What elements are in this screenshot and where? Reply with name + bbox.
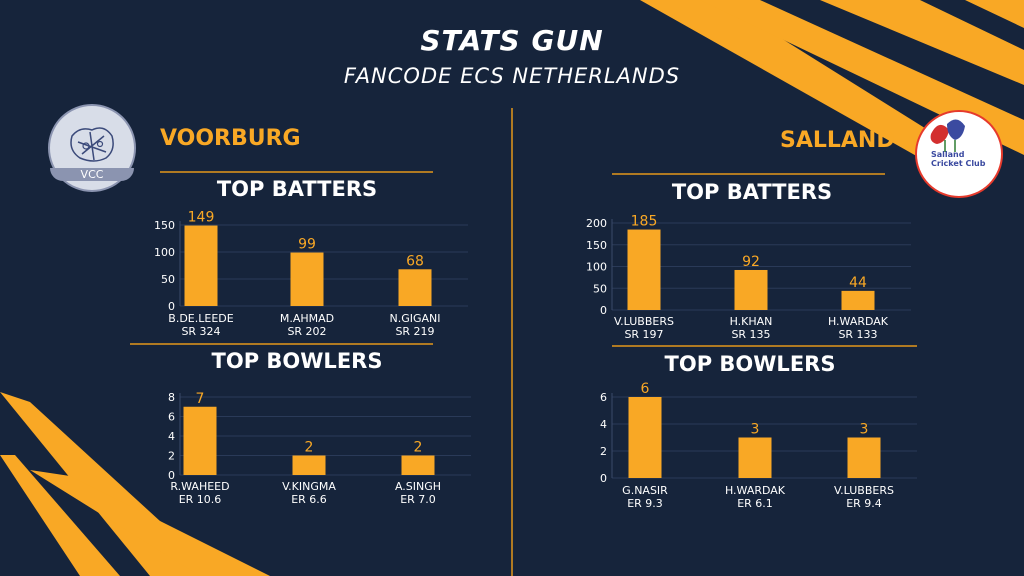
x-sublabel: ER 9.4 (846, 497, 882, 510)
x-tick-label: N.GIGANI (389, 312, 440, 325)
x-sublabel: ER 6.1 (737, 497, 773, 510)
bar (292, 455, 326, 475)
chart-title: TOP BATTERS (672, 180, 832, 204)
bar (628, 397, 662, 478)
x-tick-label: G.NASIR (622, 484, 668, 497)
y-tick-label: 0 (168, 300, 175, 313)
orange-slash-top (640, 0, 960, 158)
x-sublabel: ER 9.3 (627, 497, 663, 510)
bar (738, 437, 772, 478)
x-sublabel: SR 219 (395, 325, 434, 338)
x-sublabel: ER 7.0 (400, 493, 436, 506)
flower-logo-icon (930, 119, 965, 152)
page-subtitle: FANCODE ECS NETHERLANDS (343, 64, 681, 88)
y-tick-label: 100 (586, 261, 607, 274)
x-tick-label: V.LUBBERS (614, 315, 674, 328)
x-sublabel: SR 324 (181, 325, 220, 338)
orange-slash-top (820, 0, 1024, 85)
cricket-crest-icon (70, 127, 114, 162)
x-sublabel: ER 6.6 (291, 493, 327, 506)
x-tick-label: V.LUBBERS (834, 484, 894, 497)
bar (183, 406, 217, 475)
y-tick-label: 4 (168, 430, 175, 443)
chart-title: TOP BATTERS (217, 177, 377, 201)
y-tick-label: 4 (600, 418, 607, 431)
bar (841, 290, 875, 310)
bar (847, 437, 881, 478)
x-tick-label: H.WARDAK (828, 315, 889, 328)
y-tick-label: 200 (586, 217, 607, 230)
data-label: 68 (406, 253, 424, 269)
data-label: 44 (849, 275, 867, 291)
x-tick-label: H.KHAN (730, 315, 773, 328)
x-tick-label: A.SINGH (395, 480, 441, 493)
salland-logo: Salland Cricket Club (915, 110, 1003, 198)
x-tick-label: B.DE.LEEDE (168, 312, 233, 325)
x-sublabel: SR 197 (624, 328, 663, 341)
x-sublabel: SR 202 (287, 325, 326, 338)
y-tick-label: 0 (600, 472, 607, 485)
data-label: 2 (305, 440, 314, 456)
y-tick-label: 50 (593, 282, 607, 295)
y-tick-label: 2 (600, 445, 607, 458)
y-tick-label: 150 (586, 239, 607, 252)
bar (627, 229, 661, 310)
x-tick-label: H.WARDAK (725, 484, 786, 497)
y-tick-label: 50 (161, 273, 175, 286)
x-sublabel: SR 133 (838, 328, 877, 341)
x-sublabel: SR 135 (731, 328, 770, 341)
data-label: 3 (751, 422, 760, 438)
chart-title: TOP BOWLERS (212, 349, 383, 373)
chart-title: TOP BOWLERS (665, 352, 836, 376)
voorburg-logo: VCC (48, 104, 136, 192)
bar (734, 269, 768, 310)
bar (401, 455, 435, 475)
bar (398, 269, 432, 306)
data-label: 3 (860, 422, 869, 438)
data-label: 185 (631, 214, 658, 230)
y-tick-label: 6 (168, 411, 175, 424)
data-label: 2 (414, 440, 423, 456)
x-sublabel: ER 10.6 (179, 493, 222, 506)
orange-slash-top (965, 0, 1024, 28)
y-tick-label: 100 (154, 246, 175, 259)
voorburg-logo-text: VCC (50, 168, 134, 181)
y-tick-label: 150 (154, 219, 175, 232)
y-tick-label: 0 (168, 469, 175, 482)
y-tick-label: 2 (168, 450, 175, 463)
data-label: 7 (196, 391, 205, 407)
orange-slash-bottom (30, 470, 270, 576)
x-tick-label: R.WAHEED (170, 480, 229, 493)
orange-slash-bottom (0, 455, 120, 576)
data-label: 149 (188, 210, 215, 226)
x-tick-label: V.KINGMA (282, 480, 336, 493)
x-tick-label: M.AHMAD (280, 312, 334, 325)
team-name-voorburg: VOORBURG (160, 126, 301, 151)
y-tick-label: 0 (600, 304, 607, 317)
y-tick-label: 6 (600, 391, 607, 404)
data-label: 99 (298, 237, 316, 253)
salland-logo-text: Salland Cricket Club (931, 150, 986, 168)
data-label: 92 (742, 254, 760, 270)
page-title: STATS GUN (420, 24, 604, 57)
bar (184, 225, 218, 306)
y-tick-label: 8 (168, 391, 175, 404)
team-name-salland: SALLAND (780, 128, 895, 153)
bar (290, 252, 324, 306)
data-label: 6 (641, 381, 650, 397)
